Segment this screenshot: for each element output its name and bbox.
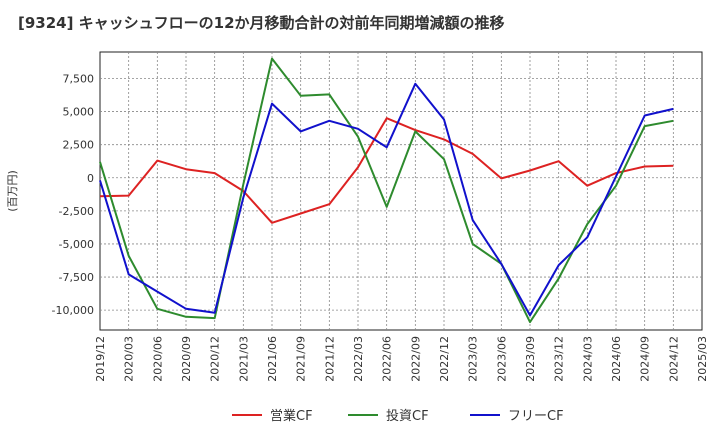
x-tick-label: 2023/09 bbox=[524, 336, 537, 382]
x-tick-label: 2022/09 bbox=[409, 336, 422, 382]
x-tick-label: 2024/09 bbox=[639, 336, 652, 382]
x-tick-label: 2024/03 bbox=[581, 336, 594, 382]
chart-title: [9324] キャッシュフローの12か月移動合計の対前年同期増減額の推移 bbox=[18, 14, 505, 32]
y-tick-label: -7,500 bbox=[59, 271, 94, 284]
x-tick-label: 2023/12 bbox=[553, 336, 566, 382]
x-tick-label: 2025/03 bbox=[696, 336, 709, 382]
x-tick-label: 2023/03 bbox=[467, 336, 480, 382]
x-tick-label: 2020/12 bbox=[209, 336, 222, 382]
y-tick-label: 0 bbox=[87, 172, 94, 185]
x-tick-label: 2020/09 bbox=[180, 336, 193, 382]
y-tick-label: 2,500 bbox=[63, 139, 95, 152]
x-tick-label: 2020/06 bbox=[151, 336, 164, 382]
y-tick-label: 5,000 bbox=[63, 106, 95, 119]
legend-label-0: 営業CF bbox=[270, 408, 313, 424]
series-line-0 bbox=[99, 117, 674, 224]
legend-label-1: 投資CF bbox=[386, 408, 429, 424]
y-tick-label: -2,500 bbox=[59, 205, 94, 218]
x-tick-label: 2023/06 bbox=[495, 336, 508, 382]
x-tick-label: 2021/12 bbox=[323, 336, 336, 382]
y-axis-title: (百万円) bbox=[6, 170, 19, 212]
y-tick-label: 7,500 bbox=[63, 72, 95, 85]
legend-label-2: フリーCF bbox=[508, 409, 564, 424]
x-tick-label: 2020/03 bbox=[123, 336, 136, 382]
x-tick-label: 2019/12 bbox=[94, 336, 107, 382]
x-tick-label: 2021/03 bbox=[237, 336, 250, 382]
plot-frame bbox=[99, 51, 703, 331]
x-tick-label: 2024/06 bbox=[610, 336, 623, 382]
series-line-2 bbox=[99, 82, 674, 317]
x-tick-label: 2022/03 bbox=[352, 336, 365, 382]
x-tick-label: 2022/06 bbox=[381, 336, 394, 382]
series-line-1 bbox=[99, 57, 674, 324]
y-tick-label: -5,000 bbox=[59, 238, 94, 251]
y-tick-label: -10,000 bbox=[52, 304, 94, 317]
x-tick-label: 2021/06 bbox=[266, 336, 279, 382]
x-tick-label: 2024/12 bbox=[667, 336, 680, 382]
x-tick-label: 2021/09 bbox=[295, 336, 308, 382]
x-tick-label: 2022/12 bbox=[438, 336, 451, 382]
